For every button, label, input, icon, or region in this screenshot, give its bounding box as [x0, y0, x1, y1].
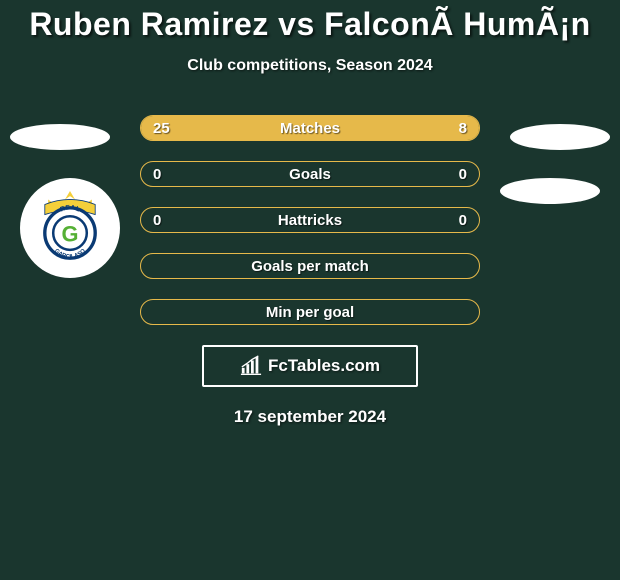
stats-container: 25 Matches 8 0 Goals 0 0 Hattricks 0 Goa… — [140, 115, 480, 325]
bar-chart-icon — [240, 355, 262, 377]
stat-row: 0 Hattricks 0 — [140, 207, 480, 233]
stat-row: 0 Goals 0 — [140, 161, 480, 187]
real-garcilaso-crest-icon: G REAL GARCILASO — [28, 186, 112, 270]
stat-right-value: 8 — [459, 116, 467, 140]
player-right-oval — [510, 124, 610, 150]
stat-row: 25 Matches 8 — [140, 115, 480, 141]
date-label: 17 september 2024 — [0, 407, 620, 427]
stat-row: Min per goal — [140, 299, 480, 325]
team-left-badge: G REAL GARCILASO — [20, 178, 120, 278]
stat-row: Goals per match — [140, 253, 480, 279]
page-title: Ruben Ramirez vs FalconÃ­ HumÃ¡n — [0, 0, 620, 43]
stat-label: Goals — [141, 162, 479, 186]
stat-label: Min per goal — [141, 300, 479, 324]
stat-right-value: 0 — [459, 162, 467, 186]
stat-label: Matches — [141, 116, 479, 140]
stat-label: Goals per match — [141, 254, 479, 278]
svg-text:G: G — [62, 221, 79, 246]
subtitle: Club competitions, Season 2024 — [0, 57, 620, 75]
player-left-oval — [10, 124, 110, 150]
team-right-oval — [500, 178, 600, 204]
stat-right-value: 0 — [459, 208, 467, 232]
branding-text: FcTables.com — [268, 356, 380, 376]
branding-box: FcTables.com — [202, 345, 418, 387]
stat-label: Hattricks — [141, 208, 479, 232]
